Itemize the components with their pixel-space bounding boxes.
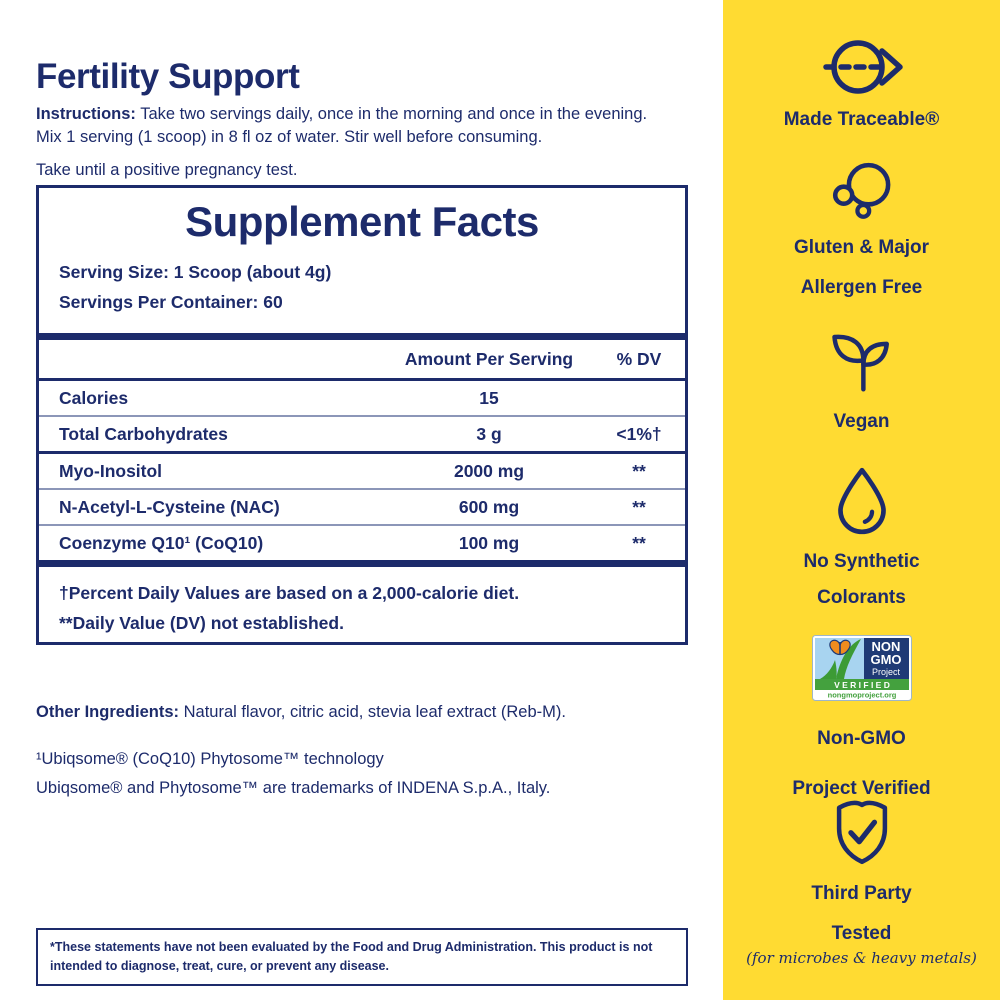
row-amount: 15 <box>479 387 499 408</box>
serving-size-value: 1 Scoop (about 4g) <box>168 262 332 282</box>
servings-value: 60 <box>258 292 283 312</box>
divider-light <box>39 524 685 526</box>
badge-made-traceable: Made Traceable® <box>723 36 1000 132</box>
col-amount-per-serving: Amount Per Serving <box>404 348 574 369</box>
badge-allergen-free: Gluten & Major Allergen Free <box>723 156 1000 300</box>
page-title: Fertility Support <box>36 57 300 97</box>
footnote-daily-values: †Percent Daily Values are based on a 2,0… <box>59 583 520 603</box>
seal-text-gmo: GMO <box>870 652 901 667</box>
shield-check-icon <box>827 798 897 866</box>
row-dv: ** <box>632 496 646 517</box>
badge-label: Tested <box>831 923 892 944</box>
row-amount: 2000 mg <box>453 460 525 481</box>
badge-third-party-tested: Third Party Tested (for microbes & heavy… <box>723 798 1000 967</box>
table-row: Calories 15 <box>39 381 685 415</box>
serving-size-line: Serving Size: 1 Scoop (about 4g) <box>59 262 685 283</box>
supplement-facts-title: Supplement Facts <box>185 198 539 245</box>
seal-text-project: Project <box>871 667 900 677</box>
col-percent-dv: % DV <box>616 348 662 369</box>
table-row: Myo-Inositol 2000 mg ** <box>39 454 685 488</box>
divider-navy <box>39 451 685 454</box>
badge-label: Made Traceable® <box>783 109 940 130</box>
supplement-facts-panel: Supplement Facts Serving Size: 1 Scoop (… <box>36 185 688 645</box>
fda-disclaimer: *These statements have not been evaluate… <box>36 928 688 986</box>
badge-no-synthetic-colorants: No Synthetic Colorants <box>723 464 1000 610</box>
droplet-icon <box>829 464 895 538</box>
other-ingredients-label: Other Ingredients: <box>36 702 180 721</box>
row-amount: 100 mg <box>458 532 520 553</box>
divider-thick-top <box>39 333 685 340</box>
allergen-free-circles-icon <box>829 156 895 220</box>
badge-sublabel: (for microbes & heavy metals) <box>746 949 977 967</box>
divider-light <box>39 488 685 490</box>
servings-label: Servings Per Container: <box>59 292 259 312</box>
badge-label: Colorants <box>817 587 906 608</box>
trademark-attribution-note: Ubiqsome® and Phytosome™ are trademarks … <box>36 778 551 797</box>
row-dv: ** <box>632 532 646 553</box>
table-row: Coenzyme Q10¹ (CoQ10) 100 mg ** <box>39 526 685 560</box>
badge-label: Allergen Free <box>800 277 923 298</box>
row-name: Total Carbohydrates <box>59 423 228 444</box>
row-name: Coenzyme Q10¹ (CoQ10) <box>59 532 264 553</box>
badge-label: Project Verified <box>792 778 931 799</box>
certifications-sidebar: Made Traceable® Gluten & Major Allergen … <box>723 0 1000 1000</box>
footnote-dv-not-established: **Daily Value (DV) not established. <box>59 613 344 633</box>
row-name: N-Acetyl-L-Cysteine (NAC) <box>59 496 280 517</box>
row-amount: 600 mg <box>458 496 520 517</box>
badge-label: Vegan <box>833 411 890 432</box>
row-name: Myo-Inositol <box>59 460 163 481</box>
instructions-label: Instructions: <box>36 104 136 123</box>
badge-label: Gluten & Major <box>793 237 930 258</box>
instructions-text: Instructions: Take two servings daily, o… <box>36 103 676 150</box>
non-gmo-project-seal: NON GMO Project V E R I F I E D nongmopr… <box>811 635 912 701</box>
table-row: Total Carbohydrates 3 g <1%† <box>39 417 685 451</box>
serving-size-label: Serving Size: <box>59 262 169 282</box>
facts-header-row: Amount Per Serving % DV <box>39 340 685 381</box>
seal-text-non: NON <box>871 639 900 654</box>
ubiqsome-technology-note: ¹Ubiqsome® (CoQ10) Phytosome™ technology <box>36 749 384 768</box>
table-row: N-Acetyl-L-Cysteine (NAC) 600 mg ** <box>39 490 685 524</box>
servings-per-container-line: Servings Per Container: 60 <box>59 292 685 313</box>
seal-text-verified: V E R I F I E D <box>834 680 890 690</box>
divider-thick-bottom <box>39 560 685 567</box>
row-amount: 3 g <box>476 423 502 444</box>
row-dv: ** <box>632 460 646 481</box>
badge-non-gmo: NON GMO Project V E R I F I E D nongmopr… <box>723 635 1000 801</box>
row-dv: <1%† <box>616 423 662 444</box>
traceable-arrow-icon <box>816 36 908 98</box>
badge-label: No Synthetic <box>803 551 920 572</box>
pregnancy-note: Take until a positive pregnancy test. <box>36 160 298 179</box>
other-ingredients: Other Ingredients: Natural flavor, citri… <box>36 703 676 722</box>
badge-label: Third Party <box>811 883 912 904</box>
vegan-sprout-icon <box>827 326 897 392</box>
other-ingredients-text: Natural flavor, citric acid, stevia leaf… <box>179 702 566 721</box>
badge-label: Non-GMO <box>817 728 906 749</box>
badge-vegan: Vegan <box>723 326 1000 434</box>
instructions-body: Take two servings daily, once in the mor… <box>36 104 648 146</box>
seal-text-url: nongmoproject.org <box>827 691 896 700</box>
divider-light <box>39 415 685 417</box>
row-name: Calories <box>59 387 129 408</box>
